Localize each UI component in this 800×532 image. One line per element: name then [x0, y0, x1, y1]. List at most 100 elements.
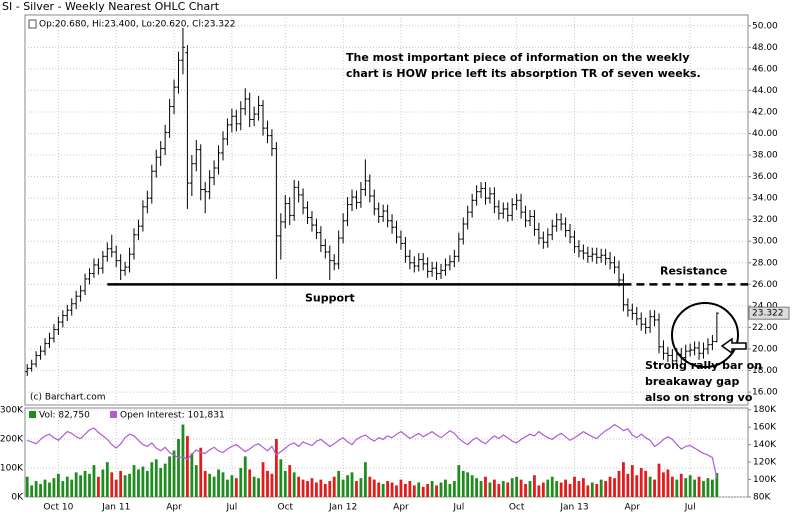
volume-bar — [711, 479, 714, 497]
volume-bar — [141, 466, 145, 497]
y-tick-label: 26.00 — [752, 280, 778, 290]
x-tick-label: Apr — [166, 503, 182, 513]
volume-bar — [573, 476, 576, 497]
volume-bar — [363, 462, 367, 497]
volume-bar — [65, 476, 69, 497]
volume-bar — [386, 481, 390, 497]
volume-bar — [684, 478, 688, 497]
y2-tick-label: 180K — [753, 405, 777, 415]
volume-bar — [297, 476, 301, 497]
chart-title: SI - Silver - Weekly Nearest OHLC Chart — [2, 0, 220, 13]
volume-bar — [492, 479, 496, 497]
volume-bar — [319, 479, 323, 497]
volume-bar — [604, 481, 608, 497]
volume-bar — [221, 472, 225, 497]
volume-bar — [648, 476, 652, 497]
volume-bar — [341, 479, 345, 497]
volume-bar — [675, 479, 679, 497]
open-interest-line — [26, 423, 718, 479]
volume-bar — [163, 463, 167, 497]
volume-bar — [662, 472, 665, 497]
support-label: Support — [305, 291, 355, 304]
y-tick-label: 16.00 — [752, 388, 778, 398]
volume-bar — [559, 482, 563, 497]
volume-bar — [323, 483, 327, 497]
volume-bar — [715, 473, 719, 497]
y-tick-label: 22.00 — [752, 323, 778, 333]
volume-bar — [145, 470, 149, 497]
volume-bar — [70, 479, 74, 497]
volume-bar — [395, 485, 398, 497]
volume-bar — [110, 472, 114, 497]
x-tick-label: Jul — [452, 503, 464, 513]
volume-bar — [697, 476, 701, 497]
volume-bar — [25, 476, 29, 497]
volume-bar — [404, 483, 407, 497]
volume-bar — [105, 462, 109, 497]
y-tick-label: 18.00 — [752, 366, 778, 376]
volume-bar — [337, 470, 341, 497]
last-price-label: 23.322 — [752, 309, 784, 319]
volume-bar — [688, 475, 692, 497]
volume-bar — [679, 473, 683, 497]
volume-bar — [644, 470, 648, 497]
volume-bar — [408, 481, 412, 497]
volume-bar — [226, 479, 229, 497]
volume-bar — [372, 479, 376, 497]
volume-bar — [355, 481, 358, 497]
volume-bar — [30, 485, 34, 497]
y-tick-label: 36.00 — [752, 172, 778, 182]
y-tick-label: 30.00 — [752, 237, 778, 247]
volume-bar — [426, 483, 430, 497]
volume-bar — [359, 478, 363, 497]
volume-bar — [524, 483, 527, 497]
volume-tick-label: 300K — [0, 406, 24, 416]
x-tick-label: Jan 12 — [328, 503, 357, 513]
volume-bar — [48, 482, 51, 497]
volume-bar — [599, 479, 603, 497]
volume-bar — [208, 473, 212, 497]
volume-bar — [541, 482, 545, 497]
y2-tick-label: 140K — [753, 440, 777, 450]
volume-bar — [101, 469, 105, 497]
annotation: The most important piece of information … — [346, 51, 690, 64]
volume-bar — [622, 462, 625, 497]
volume-bar — [626, 473, 630, 497]
annotation: breakaway gap — [645, 375, 739, 388]
volume-bar — [350, 472, 354, 497]
volume-bar — [479, 481, 483, 497]
volume-bar — [266, 470, 269, 497]
volume-bar — [488, 482, 492, 497]
volume-bar — [243, 456, 247, 497]
volume-bar — [613, 478, 616, 497]
y2-tick-label: 100K — [753, 475, 777, 485]
volume-bar — [466, 472, 470, 497]
volume-bar — [154, 459, 158, 497]
source: (c) Barchart.com — [30, 393, 106, 403]
legend-swatch — [29, 411, 36, 418]
volume-bar — [212, 476, 216, 497]
volume-bar — [301, 479, 305, 497]
y-tick-label: 50.00 — [752, 21, 778, 31]
x-tick-label: Oct 10 — [43, 503, 73, 513]
volume-bar — [52, 478, 56, 497]
y2-tick-label: 80K — [753, 493, 771, 503]
annotation: also on strong vo — [645, 391, 753, 404]
volume-bar — [470, 475, 474, 497]
x-tick-label: Apr — [393, 503, 409, 513]
y-tick-label: 24.00 — [752, 301, 778, 311]
x-tick-label: Jan 13 — [559, 503, 588, 513]
volume-bar — [381, 483, 385, 497]
x-tick-label: Oct — [277, 503, 293, 513]
volume-bar — [315, 482, 318, 497]
volume-bar — [150, 462, 154, 497]
x-tick-label: Jan 11 — [101, 503, 130, 513]
volume-tick-label: 0K — [11, 493, 24, 503]
volume-bar — [630, 465, 634, 497]
y-tick-label: 34.00 — [752, 194, 778, 204]
volume-bar — [595, 483, 599, 497]
marks: Support Resistance 23.322 — [25, 27, 790, 497]
volume-bar — [185, 436, 189, 497]
volume-bar — [555, 481, 559, 497]
